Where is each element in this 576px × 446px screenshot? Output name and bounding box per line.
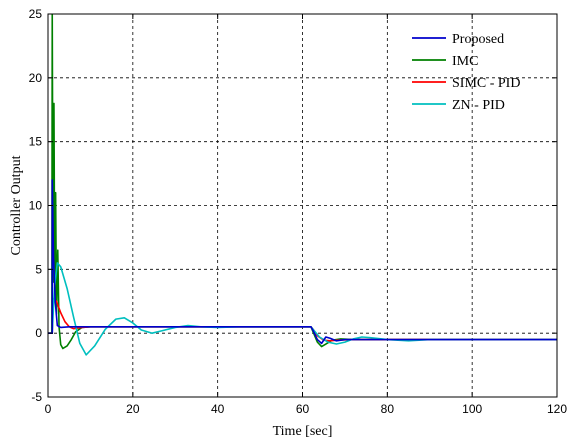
y-tick-label: 25	[29, 7, 43, 21]
x-tick-label: 120	[547, 402, 567, 416]
legend-label-simc-pid: SIMC - PID	[452, 76, 520, 91]
legend-label-proposed: Proposed	[452, 32, 504, 47]
y-tick-label: 5	[35, 262, 42, 276]
x-axis-label: Time [sec]	[273, 424, 333, 439]
series-group	[48, 14, 557, 356]
legend: Proposed IMC SIMC - PID ZN - PID	[412, 32, 520, 113]
legend-label-zn-pid: ZN - PID	[452, 98, 505, 113]
x-tick-label: 0	[45, 402, 52, 416]
y-axis-label: Controller Output	[9, 155, 24, 255]
x-tick-label: 100	[462, 402, 482, 416]
y-tick-label: 10	[29, 199, 43, 213]
series-line-proposed	[48, 179, 557, 345]
x-tick-label: 20	[126, 402, 140, 416]
grid-lines	[48, 14, 557, 397]
x-tick-label: 60	[296, 402, 310, 416]
y-tick-label: 0	[35, 326, 42, 340]
series-line-imc	[48, 14, 557, 350]
y-tick-label: -5	[31, 390, 42, 404]
legend-label-imc: IMC	[452, 54, 478, 69]
x-tick-label: 80	[381, 402, 395, 416]
y-tick-label: 15	[29, 135, 43, 149]
y-tick-label: 20	[29, 71, 43, 85]
x-tick-label: 40	[211, 402, 225, 416]
